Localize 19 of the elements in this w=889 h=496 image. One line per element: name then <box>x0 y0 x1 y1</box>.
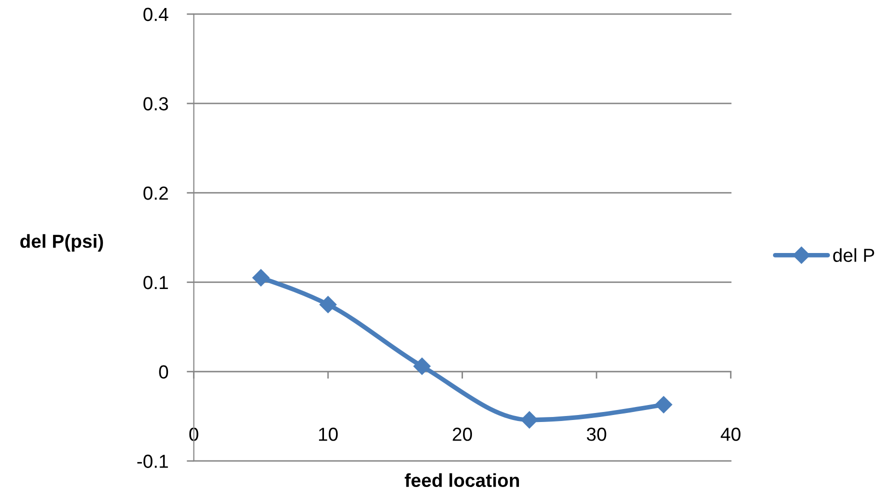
y-axis-title: del P(psi) <box>20 234 103 252</box>
y-tick-label: 0.1 <box>143 276 168 290</box>
y-tick-label: 0.3 <box>143 97 168 110</box>
x-axis-title: feed location <box>404 473 519 488</box>
y-tick-label: 0.4 <box>143 8 168 22</box>
y-tick-label: 0.2 <box>143 186 168 200</box>
y-tick-label: 0 <box>159 365 168 379</box>
x-tick-label: 20 <box>452 428 472 441</box>
point <box>319 296 337 314</box>
y-tick-label: -0.1 <box>137 454 168 468</box>
point <box>655 396 672 414</box>
x-tick-label: 40 <box>720 428 740 441</box>
point <box>520 411 538 428</box>
x-tick-label: 0 <box>189 428 198 441</box>
legend-label: del P <box>833 248 874 262</box>
point <box>252 269 270 286</box>
x-tick-label: 10 <box>319 428 338 441</box>
x-tick-label: 30 <box>586 428 606 441</box>
point <box>413 358 431 375</box>
